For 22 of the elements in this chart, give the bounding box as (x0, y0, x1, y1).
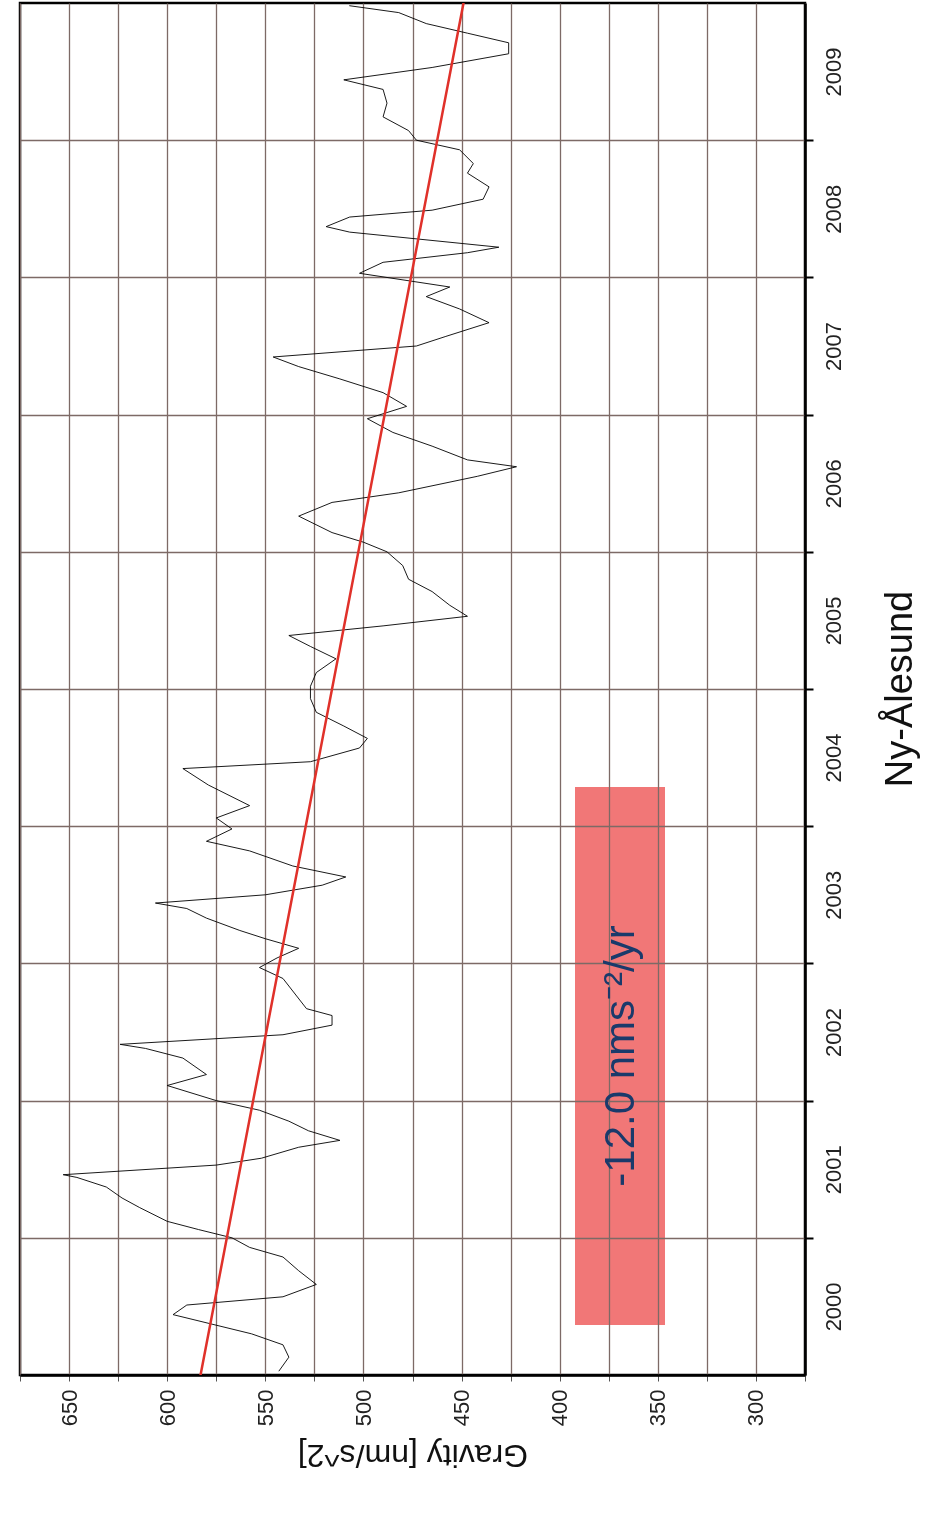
x-tick-label: 650 (56, 1389, 82, 1427)
x-tick-label: 550 (252, 1389, 278, 1427)
y-tick-label: 2000 (820, 1282, 846, 1332)
y-tick-label: 2008 (820, 184, 846, 234)
x-tick-label: 450 (449, 1389, 475, 1427)
y-tick-label: 2002 (820, 1008, 846, 1057)
y-tick-label: 2004 (820, 733, 846, 783)
x-tick-label: 300 (743, 1389, 769, 1427)
x-axis-title: Gravity [nm/s^2] (297, 1438, 529, 1475)
x-tick-label: 400 (547, 1389, 573, 1427)
y-tick-label: 2009 (820, 47, 846, 97)
y-tick-label: 2007 (820, 322, 846, 371)
text: Ny-Ålesund (877, 590, 920, 788)
y-tick-label: 2003 (820, 870, 846, 920)
y-tick-label: 2001 (820, 1145, 846, 1195)
line-series (62, 5, 517, 1372)
y-tick-label: 2006 (820, 459, 846, 509)
annotation: -12.0 nms⁻²/yr (596, 925, 643, 1187)
x-tick-label: 350 (645, 1389, 671, 1427)
y-tick-label: 2005 (820, 596, 846, 646)
x-tick-label: 600 (154, 1389, 180, 1427)
x-tick-label: 500 (350, 1389, 376, 1427)
